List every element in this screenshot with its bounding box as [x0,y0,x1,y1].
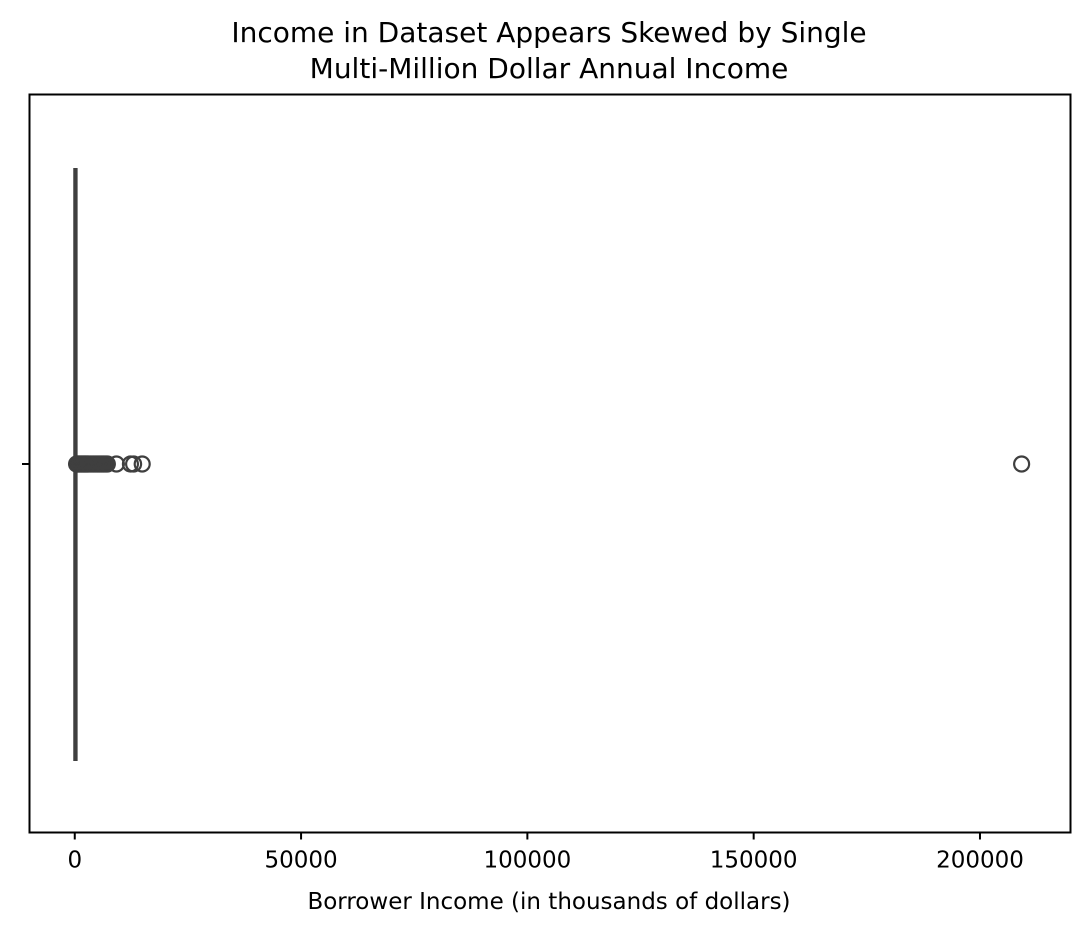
x-axis-ticks: 0 50000 100000 150000 200000 [67,832,1024,874]
x-tick-label: 150000 [710,848,798,874]
chart-title-line-2: Multi-Million Dollar Annual Income [310,52,789,85]
outlier-point [133,455,151,473]
x-tick-label: 100000 [483,848,571,874]
chart-title-line-1: Income in Dataset Appears Skewed by Sing… [231,16,866,49]
x-axis-label: Borrower Income (in thousands of dollars… [307,889,790,915]
x-tick-label: 200000 [936,848,1024,874]
outlier-point [98,455,116,473]
outlier-points [67,455,1031,473]
x-tick-label: 0 [67,848,82,874]
outlier-point [1013,455,1031,473]
x-tick-label: 50000 [264,848,337,874]
plot-area-frame [28,93,1072,834]
outlier-point [125,455,143,473]
